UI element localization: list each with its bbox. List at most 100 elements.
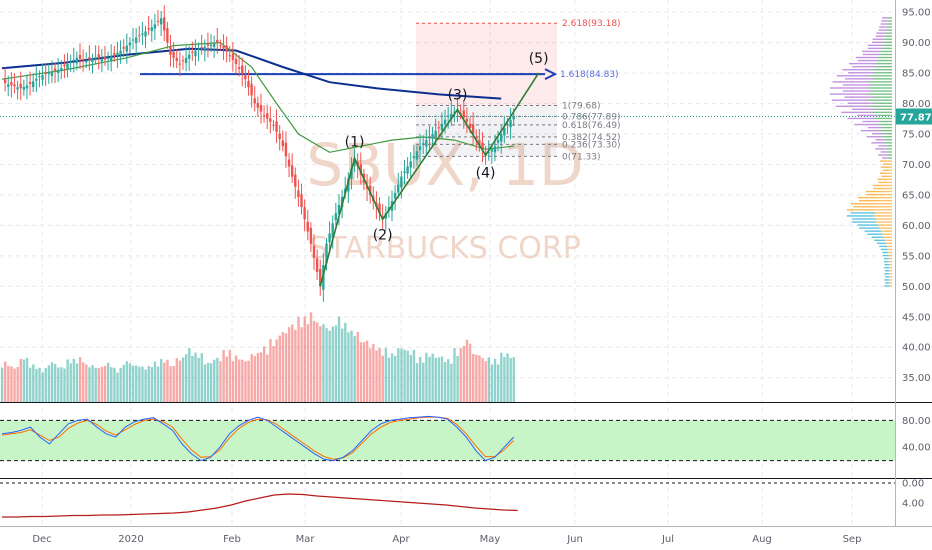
volume-bar bbox=[484, 361, 487, 402]
volume-bar bbox=[272, 346, 275, 402]
candle-body bbox=[259, 105, 263, 112]
volume-profile-bar bbox=[875, 35, 886, 37]
candle-body bbox=[134, 37, 138, 44]
volume-bar bbox=[209, 363, 213, 402]
candle-body bbox=[159, 18, 163, 25]
candle-body bbox=[241, 65, 244, 75]
volume-bar bbox=[69, 363, 72, 402]
candle-body bbox=[471, 124, 475, 134]
candle-body bbox=[222, 45, 225, 49]
candle-body bbox=[156, 20, 160, 22]
candle-body bbox=[66, 63, 69, 70]
volume-profile-bar bbox=[888, 254, 892, 257]
volume-profile-bar bbox=[868, 81, 892, 83]
candle-body bbox=[281, 140, 284, 147]
candle-body bbox=[468, 123, 472, 128]
elliott-wave-label: (2) bbox=[373, 227, 393, 243]
volume-profile-bar bbox=[835, 105, 870, 107]
volume-bar bbox=[128, 363, 132, 402]
volume-profile-bar bbox=[884, 41, 892, 43]
volume-profile-bar bbox=[879, 172, 888, 174]
volume-profile-bar bbox=[872, 41, 885, 43]
volume-bar bbox=[113, 367, 116, 402]
candle-body bbox=[100, 58, 104, 62]
volume-profile-bar bbox=[880, 53, 892, 56]
volume-profile-bar bbox=[852, 218, 877, 220]
volume-profile-bar bbox=[872, 90, 892, 92]
candle-body bbox=[446, 115, 450, 117]
candle-body bbox=[496, 140, 500, 143]
volume-bar bbox=[85, 364, 88, 402]
volume-bar bbox=[375, 350, 378, 402]
volume-profile-bar bbox=[857, 196, 879, 199]
candle-body bbox=[350, 168, 353, 179]
volume-bar bbox=[325, 328, 328, 402]
volume-profile-bar bbox=[888, 163, 892, 165]
volume-profile-bar bbox=[879, 160, 888, 162]
candle-body bbox=[306, 221, 309, 232]
candle-body bbox=[422, 143, 425, 145]
volume-bar bbox=[306, 324, 310, 402]
elliott-wave[interactable]: (1) (2) (3) (4) (5) bbox=[319, 51, 549, 287]
fibonacci-extension[interactable]: 2.618(93.18) 1(79.68)0.786(77.89)0.618(76… bbox=[140, 19, 621, 162]
candle-body bbox=[91, 58, 94, 63]
volume-bar bbox=[253, 356, 257, 402]
candle-body bbox=[16, 87, 19, 90]
volume-bar bbox=[415, 363, 419, 402]
volume-bar bbox=[82, 362, 85, 402]
volume-profile-bar bbox=[867, 47, 883, 50]
volume-profile-bar bbox=[875, 148, 886, 150]
volume-profile-bar bbox=[884, 267, 889, 269]
candle-body bbox=[103, 57, 107, 60]
volume-bar bbox=[503, 357, 506, 402]
moving-average-green bbox=[1, 41, 514, 153]
candle-body bbox=[13, 84, 16, 87]
volume-profile-bar bbox=[888, 169, 892, 171]
volume-profile-bar bbox=[882, 47, 892, 50]
volume-bar bbox=[231, 361, 235, 402]
volume-profile-bar bbox=[882, 126, 892, 129]
volume-profile-bar bbox=[878, 227, 892, 229]
horizontal-level-label: 1.618(84.83) bbox=[560, 70, 619, 80]
candle-body bbox=[25, 85, 29, 89]
volume-bar bbox=[397, 348, 400, 402]
volume-profile-bar bbox=[850, 203, 876, 205]
volume-profile-bar bbox=[867, 99, 892, 101]
volume-bar bbox=[216, 357, 219, 402]
candle-body bbox=[262, 115, 266, 117]
volume-bar bbox=[0, 367, 4, 402]
volume-profile-bar bbox=[878, 29, 887, 31]
volume-bar bbox=[4, 361, 7, 402]
volume-profile-bar bbox=[884, 38, 892, 40]
volume-profile-bar bbox=[883, 260, 889, 263]
volume-bar bbox=[478, 355, 481, 402]
lower-indicator-pane bbox=[0, 482, 895, 518]
volume-profile-bar bbox=[867, 44, 883, 47]
candle-body bbox=[481, 142, 484, 151]
volume-profile-bar bbox=[889, 282, 892, 284]
stochastic-k-line bbox=[1, 415, 515, 462]
volume-profile-bar bbox=[875, 139, 886, 141]
candle-body bbox=[312, 245, 316, 258]
volume-profile-bar bbox=[876, 218, 892, 220]
candle-body bbox=[3, 79, 7, 84]
volume-bar bbox=[394, 355, 397, 402]
volume-bar bbox=[194, 352, 197, 402]
candle-body bbox=[431, 133, 434, 138]
volume-bar bbox=[7, 366, 10, 402]
volume-profile-bar bbox=[882, 17, 889, 19]
candle-body bbox=[453, 111, 456, 113]
y-tick-label: 90.00 bbox=[902, 38, 931, 49]
volume-bar bbox=[462, 345, 466, 402]
volume-bar bbox=[119, 367, 122, 402]
volume-profile-bar bbox=[881, 190, 892, 193]
volume-bar bbox=[106, 362, 110, 402]
volume-bar bbox=[181, 357, 185, 402]
volume-profile-bar bbox=[887, 160, 892, 162]
volume-bar bbox=[100, 366, 104, 402]
volume-bar bbox=[294, 329, 297, 402]
candle-body bbox=[378, 203, 381, 214]
volume-profile-bar bbox=[878, 114, 892, 117]
volume-bar bbox=[250, 354, 253, 402]
